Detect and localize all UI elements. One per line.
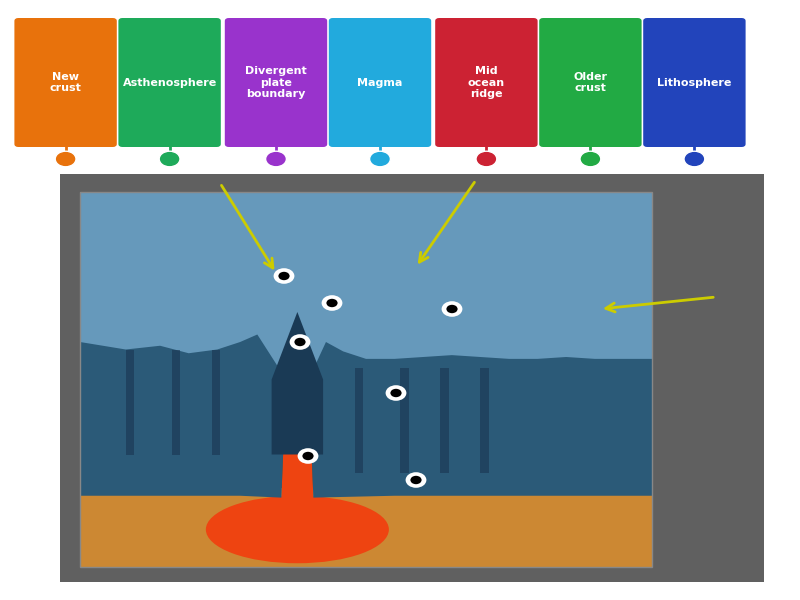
Circle shape: [302, 452, 314, 460]
Circle shape: [370, 151, 390, 167]
FancyBboxPatch shape: [539, 18, 642, 147]
Circle shape: [446, 305, 458, 313]
Circle shape: [290, 334, 310, 350]
Circle shape: [322, 295, 342, 311]
Text: New
crust: New crust: [50, 72, 82, 93]
FancyBboxPatch shape: [118, 18, 221, 147]
Text: Older
crust: Older crust: [574, 72, 607, 93]
Bar: [80, 192, 652, 567]
Text: Lithosphere: Lithosphere: [658, 77, 731, 88]
Circle shape: [390, 389, 402, 397]
Circle shape: [274, 268, 294, 284]
Circle shape: [326, 299, 338, 307]
Bar: [80, 372, 652, 425]
FancyBboxPatch shape: [225, 18, 327, 147]
Bar: [80, 409, 652, 455]
Text: Divergent
plate
boundary: Divergent plate boundary: [245, 66, 307, 99]
Polygon shape: [80, 335, 286, 497]
Polygon shape: [309, 342, 652, 497]
Bar: [80, 488, 652, 567]
Bar: [80, 192, 652, 387]
Bar: [480, 368, 489, 473]
Circle shape: [684, 151, 705, 167]
FancyBboxPatch shape: [14, 18, 117, 147]
Circle shape: [476, 151, 497, 167]
Bar: [354, 368, 363, 473]
Bar: [171, 349, 180, 455]
Bar: [80, 443, 652, 496]
Polygon shape: [272, 312, 323, 455]
Ellipse shape: [206, 496, 389, 563]
Text: Mid
ocean
ridge: Mid ocean ridge: [468, 66, 505, 99]
Bar: [440, 368, 449, 473]
Circle shape: [55, 151, 76, 167]
Circle shape: [298, 448, 318, 464]
Circle shape: [294, 338, 306, 346]
Circle shape: [278, 272, 290, 280]
Bar: [400, 368, 409, 473]
Circle shape: [159, 151, 180, 167]
Circle shape: [386, 385, 406, 401]
FancyBboxPatch shape: [329, 18, 431, 147]
Bar: [211, 349, 220, 455]
Text: Magma: Magma: [358, 77, 402, 88]
Bar: [126, 349, 134, 455]
Bar: [60, 174, 764, 582]
Text: Asthenosphere: Asthenosphere: [122, 77, 217, 88]
Circle shape: [266, 151, 286, 167]
Circle shape: [406, 472, 426, 488]
Circle shape: [410, 476, 422, 484]
Polygon shape: [282, 379, 314, 497]
Circle shape: [442, 301, 462, 317]
FancyBboxPatch shape: [643, 18, 746, 147]
Circle shape: [580, 151, 601, 167]
FancyBboxPatch shape: [435, 18, 538, 147]
